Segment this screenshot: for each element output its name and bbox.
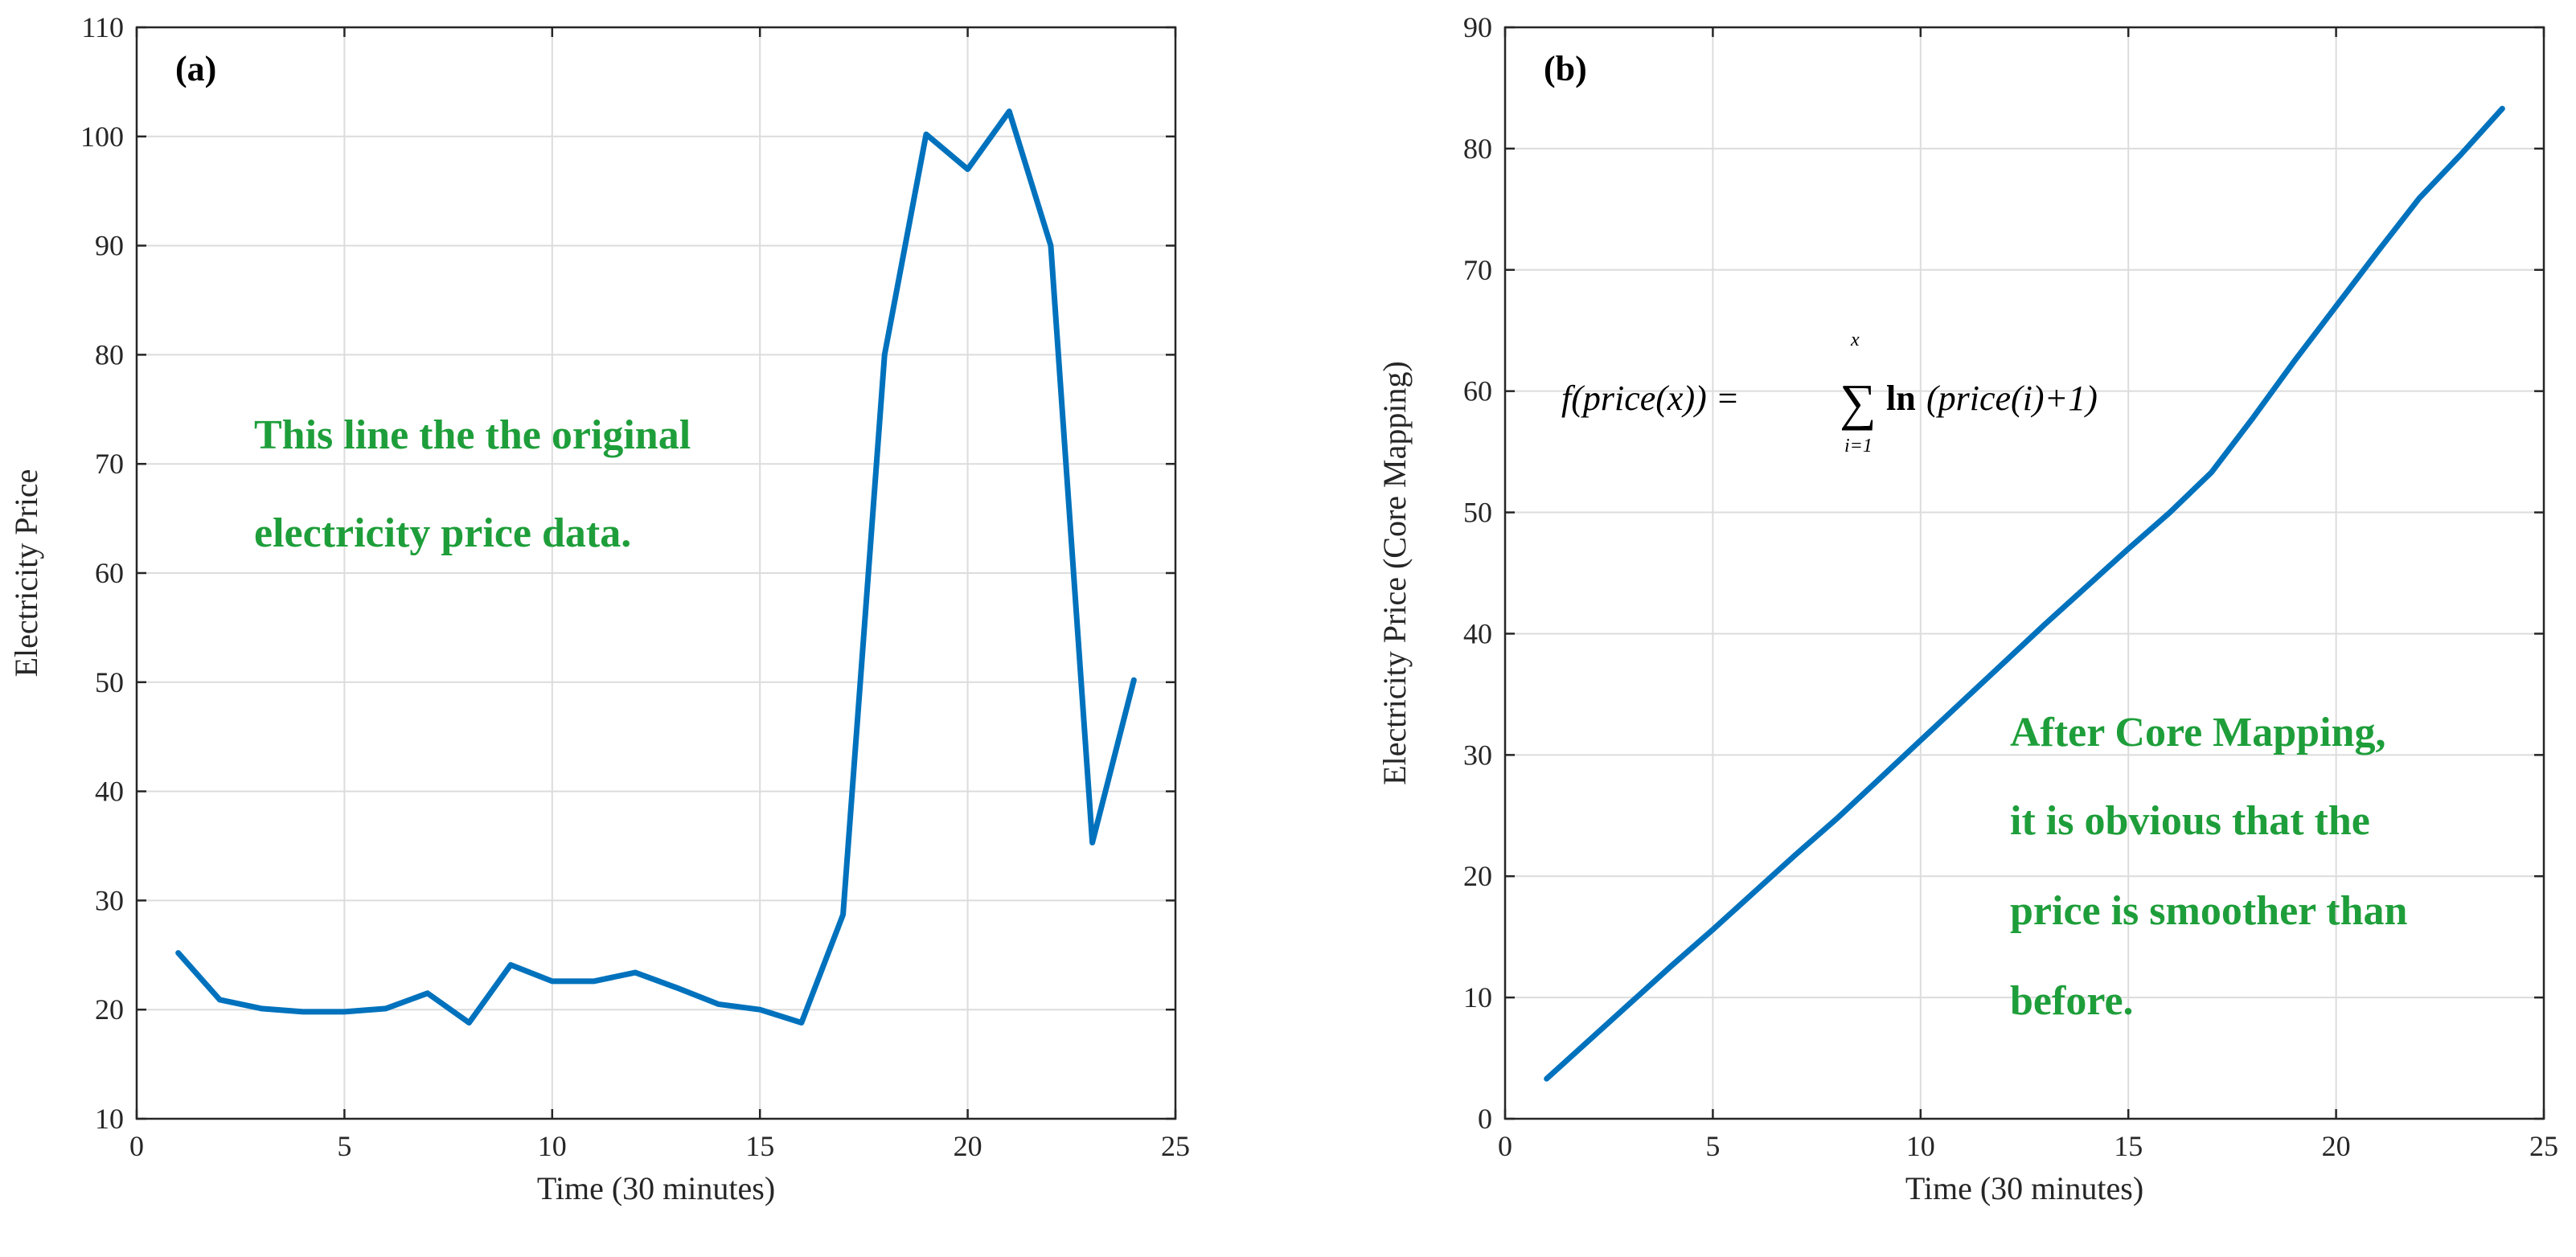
panel-a: 0 5 10 15 20 25 10 20 30 40 50 60 70 80 90 100 110 (a) T… xyxy=(8,11,1190,1206)
y-tick-label: 10 xyxy=(95,1103,124,1135)
panel-b-formula: f(price(x)) = ∑ x i=1 ln (price(i)+1) xyxy=(1561,330,2098,457)
panel-a-x-axis-label: Time (30 minutes) xyxy=(537,1170,775,1206)
y-tick-label: 90 xyxy=(95,230,124,262)
y-tick-label: 50 xyxy=(95,666,124,698)
y-tick-label: 60 xyxy=(1463,375,1492,407)
y-tick-label: 30 xyxy=(95,884,124,916)
x-tick-label: 5 xyxy=(337,1130,351,1162)
y-tick-label: 20 xyxy=(1463,860,1492,892)
panel-b-annotation-line-1: After Core Mapping, xyxy=(2010,710,2385,755)
y-tick-label: 0 xyxy=(1478,1103,1492,1135)
panel-b-label: (b) xyxy=(1544,49,1587,88)
formula-lhs: f(price(x)) = xyxy=(1561,379,1739,418)
y-tick-label: 70 xyxy=(95,448,124,480)
panel-a-axes-frame xyxy=(135,26,1177,1120)
panel-b-annotation-line-2: it is obvious that the xyxy=(2010,798,2370,844)
x-tick-label: 10 xyxy=(1906,1130,1935,1162)
panel-b-grid xyxy=(1504,27,2545,1120)
y-tick-label: 70 xyxy=(1463,254,1492,286)
panel-b: 0 5 10 15 20 25 0 10 20 30 40 50 60 70 80 90 (b) After … xyxy=(1376,11,2558,1206)
panel-a-ticks: 0 5 10 15 20 25 10 20 30 40 50 60 70 80 90 100 110 xyxy=(80,11,1190,1162)
x-tick-label: 15 xyxy=(745,1130,774,1162)
formula-sum-lower: i=1 xyxy=(1844,436,1873,457)
y-tick-label: 10 xyxy=(1463,981,1492,1013)
panel-b-series-line xyxy=(1544,105,2505,1082)
x-tick-label: 20 xyxy=(954,1130,982,1162)
x-tick-label: 0 xyxy=(1498,1130,1512,1162)
panel-a-label: (a) xyxy=(175,49,216,88)
y-tick-label: 100 xyxy=(80,121,124,153)
panel-a-annotation-line-2: electricity price data. xyxy=(254,510,631,556)
panel-a-y-axis-label: Electricity Price xyxy=(8,469,44,678)
panel-a-grid xyxy=(136,27,1176,1120)
y-tick-label: 20 xyxy=(95,993,124,1026)
panel-b-axes-frame xyxy=(1503,26,2545,1120)
x-tick-label: 5 xyxy=(1705,1130,1720,1162)
formula-sum-symbol: ∑ xyxy=(1840,374,1877,431)
panel-b-annotation-line-4: before. xyxy=(2010,978,2134,1024)
y-tick-label: 90 xyxy=(1463,11,1492,43)
y-tick-label: 40 xyxy=(95,776,124,808)
y-tick-label: 30 xyxy=(1463,739,1492,771)
panel-b-ticks: 0 5 10 15 20 25 0 10 20 30 40 50 60 70 80 90 xyxy=(1463,11,2558,1162)
panel-b-annotation-line-3: price is smoother than xyxy=(2010,888,2408,934)
y-tick-label: 40 xyxy=(1463,617,1492,649)
y-tick-label: 110 xyxy=(81,11,124,43)
panel-a-annotation-line-1: This line the the original xyxy=(254,412,691,458)
x-tick-label: 0 xyxy=(129,1130,144,1162)
formula-rhs: (price(i)+1) xyxy=(1926,379,2098,418)
panel-b-x-axis-label: Time (30 minutes) xyxy=(1905,1170,2143,1206)
x-tick-label: 15 xyxy=(2114,1130,2143,1162)
y-tick-label: 60 xyxy=(95,557,124,589)
formula-sum-upper: x xyxy=(1850,330,1860,350)
y-tick-label: 50 xyxy=(1463,497,1492,529)
x-tick-label: 20 xyxy=(2322,1130,2351,1162)
panel-a-series-line xyxy=(175,109,1137,1026)
x-tick-label: 25 xyxy=(1161,1130,1190,1162)
y-tick-label: 80 xyxy=(95,338,124,371)
x-tick-label: 10 xyxy=(538,1130,567,1162)
x-tick-label: 25 xyxy=(2529,1130,2558,1162)
formula-ln: ln xyxy=(1886,379,1916,418)
y-tick-label: 80 xyxy=(1463,133,1492,165)
panel-b-y-axis-label: Electricity Price (Core Mapping) xyxy=(1376,361,1413,785)
